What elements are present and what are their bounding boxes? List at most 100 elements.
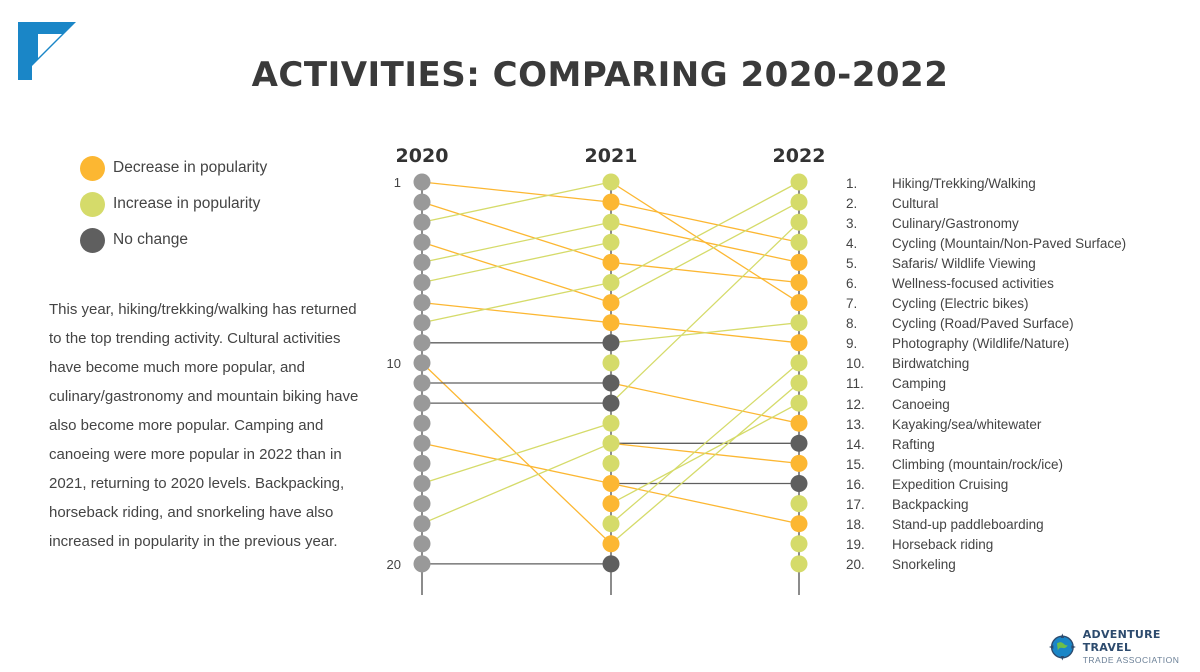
dot-2022: [790, 535, 808, 553]
dot-2020: [413, 535, 431, 553]
year-label: 2020: [396, 145, 449, 167]
dot-2020: [413, 555, 431, 573]
activity-name: Backpacking: [892, 497, 969, 513]
dot-2022: [790, 515, 808, 533]
activity-name: Cultural: [892, 195, 939, 211]
rank-number: 11.: [846, 376, 864, 392]
rank-row: 19. Horseback riding: [840, 535, 1126, 555]
rank-number: 7.: [846, 296, 858, 312]
rank-row: 3. Culinary/Gastronomy: [840, 213, 1126, 233]
dot-2020: [413, 334, 431, 352]
dot-2022: [790, 213, 808, 231]
dot-2021: [602, 374, 620, 392]
rank-number: 6.: [846, 276, 858, 292]
dot-2022: [790, 294, 808, 312]
rank-number: 2.: [846, 195, 858, 211]
activity-name: Hiking/Trekking/Walking: [892, 175, 1036, 191]
link-2021-2022: [610, 201, 800, 304]
dot-2021: [602, 434, 620, 452]
dot-2021: [602, 213, 620, 231]
dot-2022: [790, 173, 808, 191]
footer-logo: ADVENTURE TRAVEL TRADE ASSOCIATION: [1048, 628, 1200, 665]
rank-number: 10.: [846, 356, 865, 372]
page-title: ACTIVITIES: COMPARING 2020-2022: [251, 55, 949, 95]
dot-2021: [602, 274, 620, 291]
rank-number: 8.: [846, 316, 858, 332]
link-2020-2021: [421, 241, 612, 284]
link-2020-2021: [421, 241, 612, 304]
rank-axis-label: 10: [387, 356, 401, 371]
activity-name: Cycling (Electric bikes): [892, 296, 1029, 312]
activity-name: Safaris/ Wildlife Viewing: [892, 255, 1036, 271]
activity-name: Horseback riding: [892, 537, 994, 553]
dot-2020: [413, 454, 431, 472]
activity-name: Cycling (Road/Paved Surface): [892, 316, 1074, 332]
legend-label: Increase in popularity: [113, 195, 261, 212]
dot-2022: [790, 233, 808, 251]
dot-2022: [790, 193, 808, 211]
link-2021-2022: [610, 261, 800, 284]
dot-2020: [413, 213, 431, 231]
rank-number: 20.: [846, 557, 865, 573]
legend-item-no-change: No change: [80, 222, 267, 258]
dot-2022: [790, 394, 808, 412]
legend-label: No change: [113, 231, 188, 248]
dot-2020: [413, 173, 431, 191]
dot-2021: [602, 515, 620, 533]
rank-number: 3.: [846, 215, 858, 231]
rank-number: 17.: [846, 497, 865, 513]
rank-number: 5.: [846, 255, 858, 271]
legend-dot-no-change: [80, 227, 105, 253]
activity-name: Stand-up paddleboarding: [892, 517, 1044, 533]
activity-name: Expedition Cruising: [892, 476, 1009, 492]
link-2020-2021: [421, 442, 612, 525]
dot-2020: [413, 475, 431, 492]
rank-axis-label: 1: [394, 175, 401, 190]
link-2021-2022: [610, 382, 800, 424]
dot-2020: [413, 193, 431, 211]
rank-row: 17. Backpacking: [840, 495, 1126, 515]
activity-name: Camping: [892, 376, 947, 392]
dot-2021: [602, 253, 620, 271]
dot-2020: [413, 253, 431, 271]
dot-2020: [413, 414, 431, 432]
rank-row: 13. Kayaking/sea/whitewater: [840, 414, 1126, 434]
rank-number: 16.: [846, 476, 865, 492]
link-2021-2022: [610, 482, 800, 525]
dot-2021: [602, 233, 620, 251]
activity-name: Climbing (mountain/rock/ice): [892, 456, 1064, 472]
dot-2021: [602, 535, 620, 553]
rank-number: 12.: [846, 396, 865, 412]
link-2020-2021: [421, 181, 612, 223]
footer-brand: ADVENTURE TRAVEL: [1082, 628, 1161, 654]
legend-dot-increase: [80, 191, 105, 217]
dot-2021: [602, 454, 620, 472]
rank-row: 14. Rafting: [840, 434, 1126, 454]
dot-2022: [790, 374, 808, 392]
rank-number: 14.: [846, 436, 865, 452]
dot-2021: [602, 414, 620, 432]
legend-label: Decrease in popularity: [113, 159, 268, 176]
link-2021-2022: [610, 322, 800, 344]
link-2021-2022: [610, 221, 800, 404]
rank-number: 4.: [846, 235, 858, 251]
rank-row: 16. Expedition Cruising: [840, 474, 1126, 494]
rank-row: 20. Snorkeling: [840, 555, 1126, 575]
dot-2022: [790, 495, 808, 513]
dot-2021: [602, 334, 620, 352]
dot-2021: [602, 193, 620, 211]
rank-number: 9.: [846, 336, 858, 352]
dot-2022: [790, 475, 808, 492]
dot-2021: [602, 173, 620, 191]
link-2021-2022: [610, 181, 800, 284]
activity-name: Rafting: [892, 436, 935, 452]
link-2020-2021: [421, 301, 612, 324]
dot-2021: [602, 354, 620, 372]
dot-2021: [602, 314, 620, 332]
rank-row: 9. Photography (Wildlife/Nature): [840, 334, 1126, 354]
activity-name: Birdwatching: [892, 356, 970, 372]
activity-name: Wellness-focused activities: [892, 276, 1054, 292]
link-2021-2022: [610, 221, 800, 264]
link-2020-2021: [421, 181, 612, 203]
activity-name: Snorkeling: [892, 557, 956, 573]
